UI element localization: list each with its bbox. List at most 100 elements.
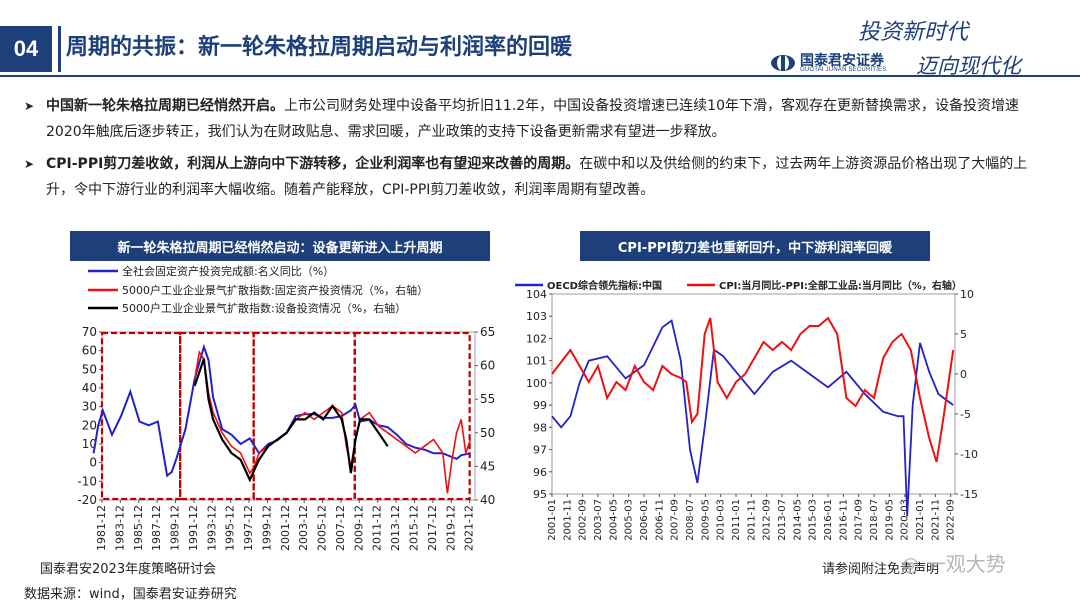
x-tick-label: 2011-11	[746, 499, 757, 541]
y2-tick-label: 65	[480, 325, 495, 339]
y-tick-label: 96	[533, 466, 547, 479]
y-tick-label: 98	[533, 421, 547, 434]
x-tick-label: 2005-03	[624, 499, 635, 541]
x-tick-label: 1991-12	[187, 505, 200, 551]
y-tick-label: 10	[82, 437, 97, 451]
watermark: ◎ 一观大势	[902, 548, 1006, 577]
y2-tick-label: 0	[960, 368, 967, 381]
header-rule	[0, 75, 1080, 77]
section-number: 04	[0, 26, 52, 72]
x-tick-label: 1983-12	[113, 505, 126, 551]
x-tick-label: 2015-03	[808, 499, 819, 541]
y2-tick-label: 50	[480, 426, 495, 440]
x-tick-label: 1999-12	[260, 505, 273, 551]
x-tick-label: 2020-03	[900, 499, 911, 541]
highlight-period-box	[179, 331, 255, 501]
y-tick-label: 70	[82, 325, 97, 339]
y-tick-label: 40	[82, 381, 97, 395]
x-tick-label: 2006-11	[654, 499, 665, 541]
x-tick-label: 1989-12	[169, 505, 182, 551]
y-tick-label: 99	[533, 399, 547, 412]
slogan-line-1: 投资新时代	[858, 20, 969, 45]
x-tick-label: 2018-07	[869, 499, 880, 541]
x-tick-label: 2001-01	[547, 499, 558, 541]
legend-label: 5000户工业企业景气扩散指数:固定资产投资情况（%，右轴）	[122, 283, 428, 297]
chart-2-title: CPI-PPI剪刀差也重新回升，中下游利润率回暖	[580, 231, 930, 261]
series-line-2	[193, 350, 472, 494]
x-tick-label: 2009-12	[352, 505, 365, 551]
y2-tick-label: 40	[480, 493, 495, 507]
bullet-2-bold: CPI-PPI剪刀差收敛，利润从上游向中下游转移，企业利润率也有望迎来改善的周期…	[46, 156, 580, 172]
bullet-arrow-icon: ➤	[24, 99, 35, 113]
x-tick-label: 2013-12	[389, 505, 402, 551]
page-title: 周期的共振：新一轮朱格拉周期启动与利润率的回暖	[66, 35, 573, 60]
x-tick-label: 2022-09	[946, 499, 957, 541]
x-tick-label: 2011-01	[731, 499, 742, 541]
logo-mark-icon	[771, 55, 795, 71]
highlight-period-box	[353, 331, 471, 501]
series-line-2	[551, 316, 955, 463]
x-tick-label: 2019-05	[884, 499, 895, 541]
logo-text-cn: 国泰君安证券	[800, 53, 884, 69]
x-tick-label: 2015-12	[407, 505, 420, 551]
disclaimer-link[interactable]: 请参阅附注免责声明	[822, 562, 940, 577]
legend-label: 全社会固定资产投资完成额:名义同比（%）	[122, 264, 334, 278]
logo-text-en: GUOTAI JUNAN SECURITIES	[800, 67, 887, 73]
x-tick-label: 2008-07	[685, 499, 696, 541]
bullet-1-text: 上市公司财务处理中设备平均折旧11.2年，中国设备投资增速已连续10年下滑，客观…	[46, 98, 1019, 140]
wechat-icon: ◎	[902, 552, 926, 576]
y-tick-label: -10	[77, 474, 97, 488]
y-tick-label: -20	[77, 493, 97, 507]
y2-tick-label: -10	[960, 448, 978, 461]
plot-frame	[551, 293, 956, 495]
x-tick-label: 2017-09	[854, 499, 865, 541]
plot-frame	[101, 331, 476, 501]
chart-1: -20 -10 0 10 20 30 40 50 60 70 40 45 50 55 60 65 1981-12…	[77, 264, 495, 551]
y-tick-label: 102	[526, 332, 547, 345]
y-tick-label: 100	[526, 377, 547, 390]
x-tick-label: 2011-12	[371, 505, 384, 551]
y-tick-label: 60	[82, 344, 97, 358]
bullet-1: ➤ 中国新一轮朱格拉周期已经悄然开启。上市公司财务处理中设备平均折旧11.2年，…	[24, 93, 1044, 145]
x-tick-label: 1995-12	[224, 505, 237, 551]
x-tick-label: 2021-01	[915, 499, 926, 541]
y-tick-label: 20	[82, 418, 97, 432]
x-tick-label: 2006-01	[639, 499, 650, 541]
title-divider	[58, 26, 61, 72]
series-line-1	[92, 343, 471, 478]
x-tick-label: 2009-05	[700, 499, 711, 541]
x-tick-label: 2016-11	[838, 499, 849, 541]
legend-label: OECD综合领先指标:中国	[547, 279, 662, 292]
x-tick-label: 2003-07	[593, 499, 604, 541]
x-tick-label: 2019-12	[444, 505, 457, 551]
watermark-text: 一观大势	[925, 552, 1006, 576]
legend-label: 5000户工业企业景气扩散指数:设备投资情况（%，右轴）	[122, 301, 406, 315]
x-tick-label: 2007-09	[670, 499, 681, 541]
x-tick-label: 2014-05	[792, 499, 803, 541]
x-tick-label: 1993-12	[205, 505, 218, 551]
x-tick-label: 2007-12	[334, 505, 347, 551]
x-tick-label: 2001-11	[562, 499, 573, 541]
x-tick-label: 2005-12	[316, 505, 329, 551]
y-tick-label: 103	[526, 310, 547, 323]
x-tick-label: 2017-12	[426, 505, 439, 551]
y2-tick-label: 10	[960, 288, 974, 301]
x-tick-label: 2012-09	[762, 499, 773, 541]
x-tick-label: 1997-12	[242, 505, 255, 551]
series-line-1	[551, 319, 954, 517]
x-tick-label: 2016-01	[823, 499, 834, 541]
bullet-2-text: 在碳中和以及供给侧的约束下，过去两年上游资源品价格出现了大幅的上升，令中下游行业…	[46, 156, 1028, 198]
y2-tick-label: 5	[960, 328, 967, 341]
x-tick-label: 2003-12	[297, 505, 310, 551]
y2-tick-label: 60	[480, 359, 495, 373]
x-tick-label: 1985-12	[132, 505, 145, 551]
x-tick-label: 2004-05	[608, 499, 619, 541]
slogan-line-2: 迈向现代化	[916, 54, 1021, 78]
chart-1-title: 新一轮朱格拉周期已经悄然启动：设备更新进入上升周期	[70, 231, 490, 261]
x-tick-label: 1981-12	[95, 505, 108, 551]
x-tick-label: 2002-09	[578, 499, 589, 541]
y-tick-label: 95	[533, 488, 547, 501]
x-tick-label: 2013-07	[777, 499, 788, 541]
bullet-1-bold: 中国新一轮朱格拉周期已经悄然开启。	[46, 98, 284, 114]
conference-label: 国泰君安2023年度策略研讨会	[40, 562, 217, 577]
